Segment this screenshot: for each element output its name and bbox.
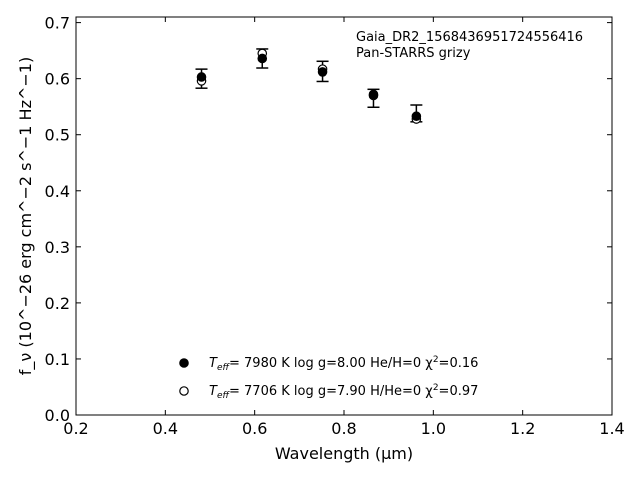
y-tick-label: 0.7 bbox=[45, 14, 70, 33]
x-tick-label: 1.4 bbox=[599, 419, 624, 438]
x-tick-label: 0.2 bbox=[63, 419, 88, 438]
legend: Teff= 7980 K log g=8.00 He/H=0 χ2=0.16 Te… bbox=[179, 355, 478, 401]
x-tick-label: 1.0 bbox=[421, 419, 446, 438]
y-tick-label: 0.0 bbox=[45, 406, 70, 425]
y-tick-label: 0.6 bbox=[45, 70, 70, 89]
x-tick-label: 0.4 bbox=[153, 419, 178, 438]
y-tick-label: 0.2 bbox=[45, 294, 70, 313]
x-tick-label: 1.2 bbox=[510, 419, 535, 438]
model-point-filled bbox=[196, 72, 207, 82]
annotation-line-2: Pan-STARRS grizy bbox=[356, 46, 471, 61]
annotation: Gaia_DR2_1568436951724556416 Pan-STARRS … bbox=[356, 30, 583, 61]
legend-marker bbox=[179, 358, 189, 368]
x-tick-label: 0.6 bbox=[242, 419, 267, 438]
y-tick-label: 0.1 bbox=[45, 350, 70, 369]
x-axis-label: Wavelength (μm) bbox=[275, 444, 413, 463]
annotation-line-1: Gaia_DR2_1568436951724556416 bbox=[356, 30, 583, 45]
legend-label: Teff= 7980 K log g=8.00 He/H=0 χ2=0.16 bbox=[209, 355, 478, 373]
y-tick-label: 0.3 bbox=[45, 238, 70, 257]
y-axis-label: f_ν (10^−26 erg cm^−2 s^−1 Hz^−1) bbox=[16, 57, 36, 375]
model-point-filled bbox=[317, 67, 328, 77]
model-point-filled bbox=[411, 111, 422, 122]
model-point-filled bbox=[368, 89, 379, 100]
y-tick-label: 0.4 bbox=[45, 182, 70, 201]
model-point-filled bbox=[257, 53, 268, 64]
legend-label: Teff= 7706 K log g=7.90 H/He=0 χ2=0.97 bbox=[209, 383, 478, 401]
y-tick-label: 0.5 bbox=[45, 126, 70, 145]
legend-marker bbox=[179, 386, 189, 396]
plot-area: 0.2 0.4 0.6 0.8 1.0 1.2 1.4 0.0 0.1 0.2 0.3 0.4 0.5 0… bbox=[45, 14, 625, 438]
x-tick-label: 0.8 bbox=[331, 419, 356, 438]
